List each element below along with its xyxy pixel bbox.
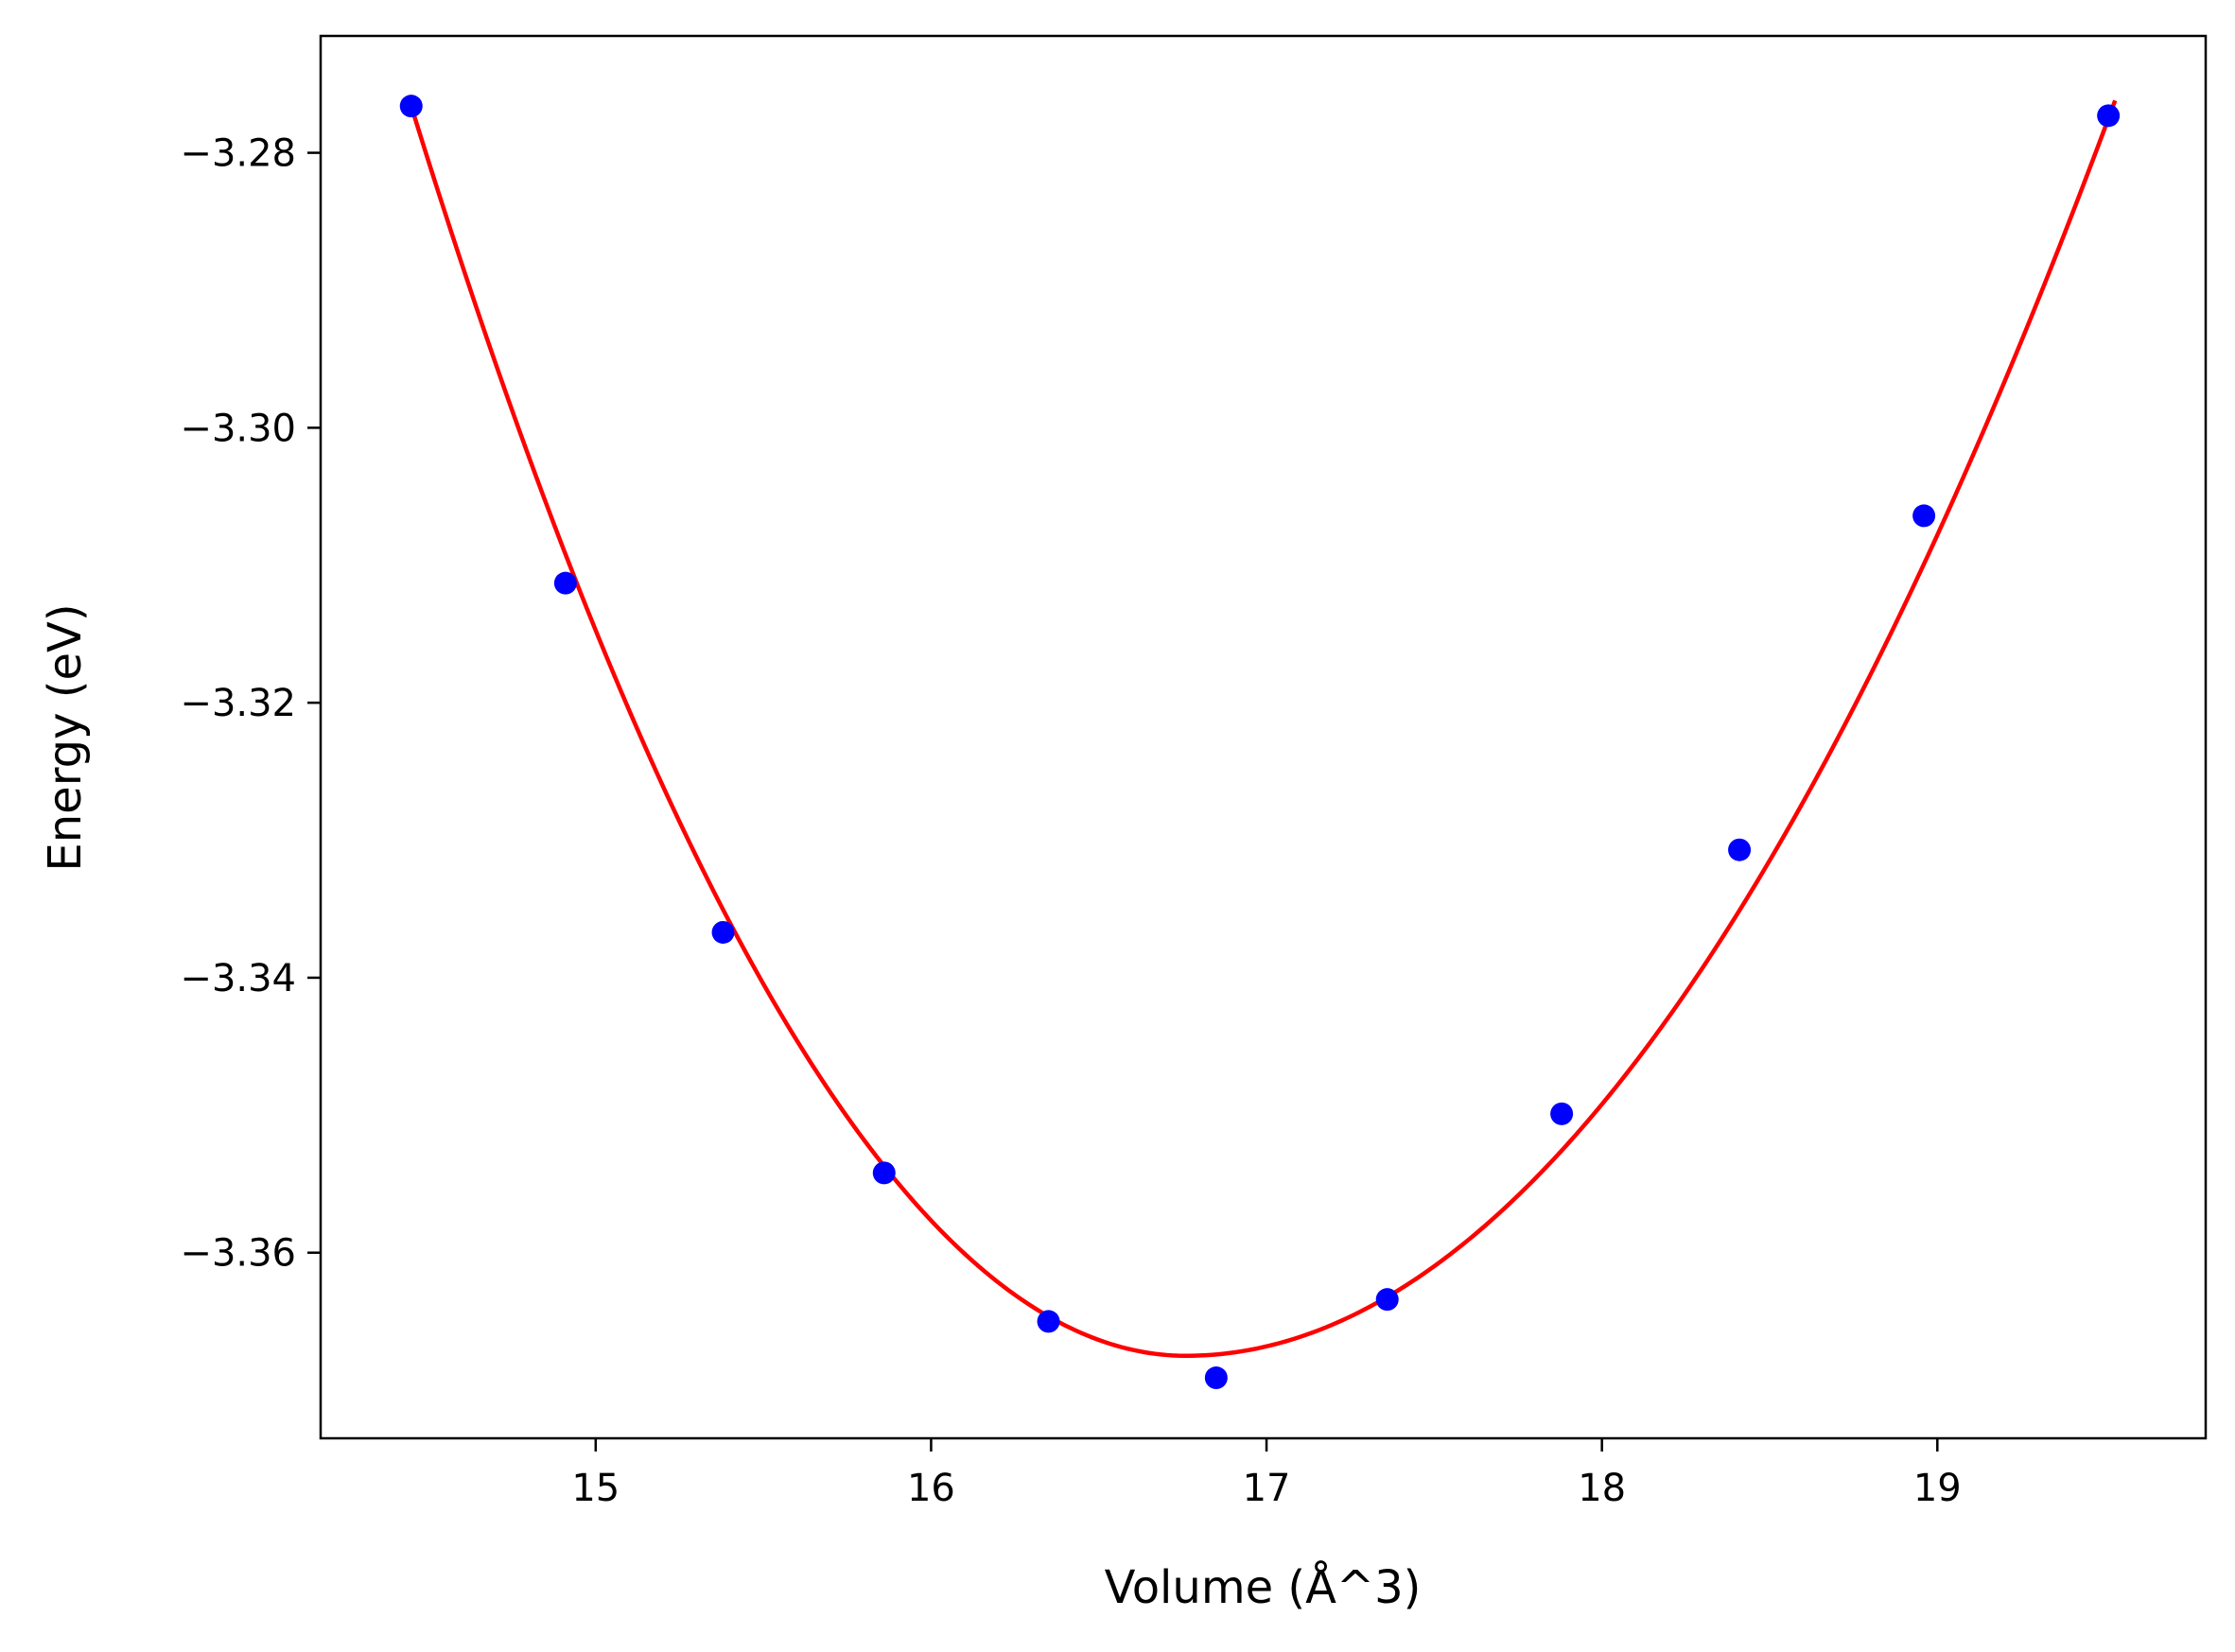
fit-curve-line xyxy=(409,99,2118,1358)
x-tick-label: 17 xyxy=(1243,1467,1291,1510)
plot-area xyxy=(319,34,2208,1440)
y-tick-label: −3.30 xyxy=(180,407,296,450)
y-axis-ticks: −3.28 −3.30 −3.32 −3.34 −3.36 xyxy=(180,132,321,1276)
y-tick-label: −3.32 xyxy=(180,682,296,725)
x-tick-label: 18 xyxy=(1578,1467,1626,1510)
data-point xyxy=(399,95,423,118)
x-tick-label: 15 xyxy=(571,1467,620,1510)
data-point xyxy=(1912,504,1936,528)
data-point xyxy=(872,1161,896,1185)
axes-frame xyxy=(319,34,2208,1440)
data-point xyxy=(1037,1310,1060,1333)
y-tick-label: −3.36 xyxy=(180,1232,296,1276)
y-tick-label: −3.28 xyxy=(180,132,296,176)
data-point xyxy=(1728,838,1752,861)
y-axis-label: Energy (eV) xyxy=(39,603,92,871)
x-tick-label: 16 xyxy=(907,1467,955,1510)
x-axis-label: Volume (Å^3) xyxy=(1105,1560,1422,1614)
x-axis-ticks: 15 16 17 18 19 xyxy=(571,1438,1962,1510)
data-points-layer xyxy=(399,95,2121,1390)
data-point xyxy=(2097,104,2121,128)
data-point xyxy=(1550,1102,1574,1125)
fit-curve-layer xyxy=(409,99,2118,1358)
data-point xyxy=(553,571,577,595)
y-tick-label: −3.34 xyxy=(180,957,296,1000)
data-point xyxy=(1375,1288,1399,1312)
data-point xyxy=(711,920,735,944)
data-point xyxy=(1204,1366,1228,1390)
x-tick-label: 19 xyxy=(1913,1467,1962,1510)
